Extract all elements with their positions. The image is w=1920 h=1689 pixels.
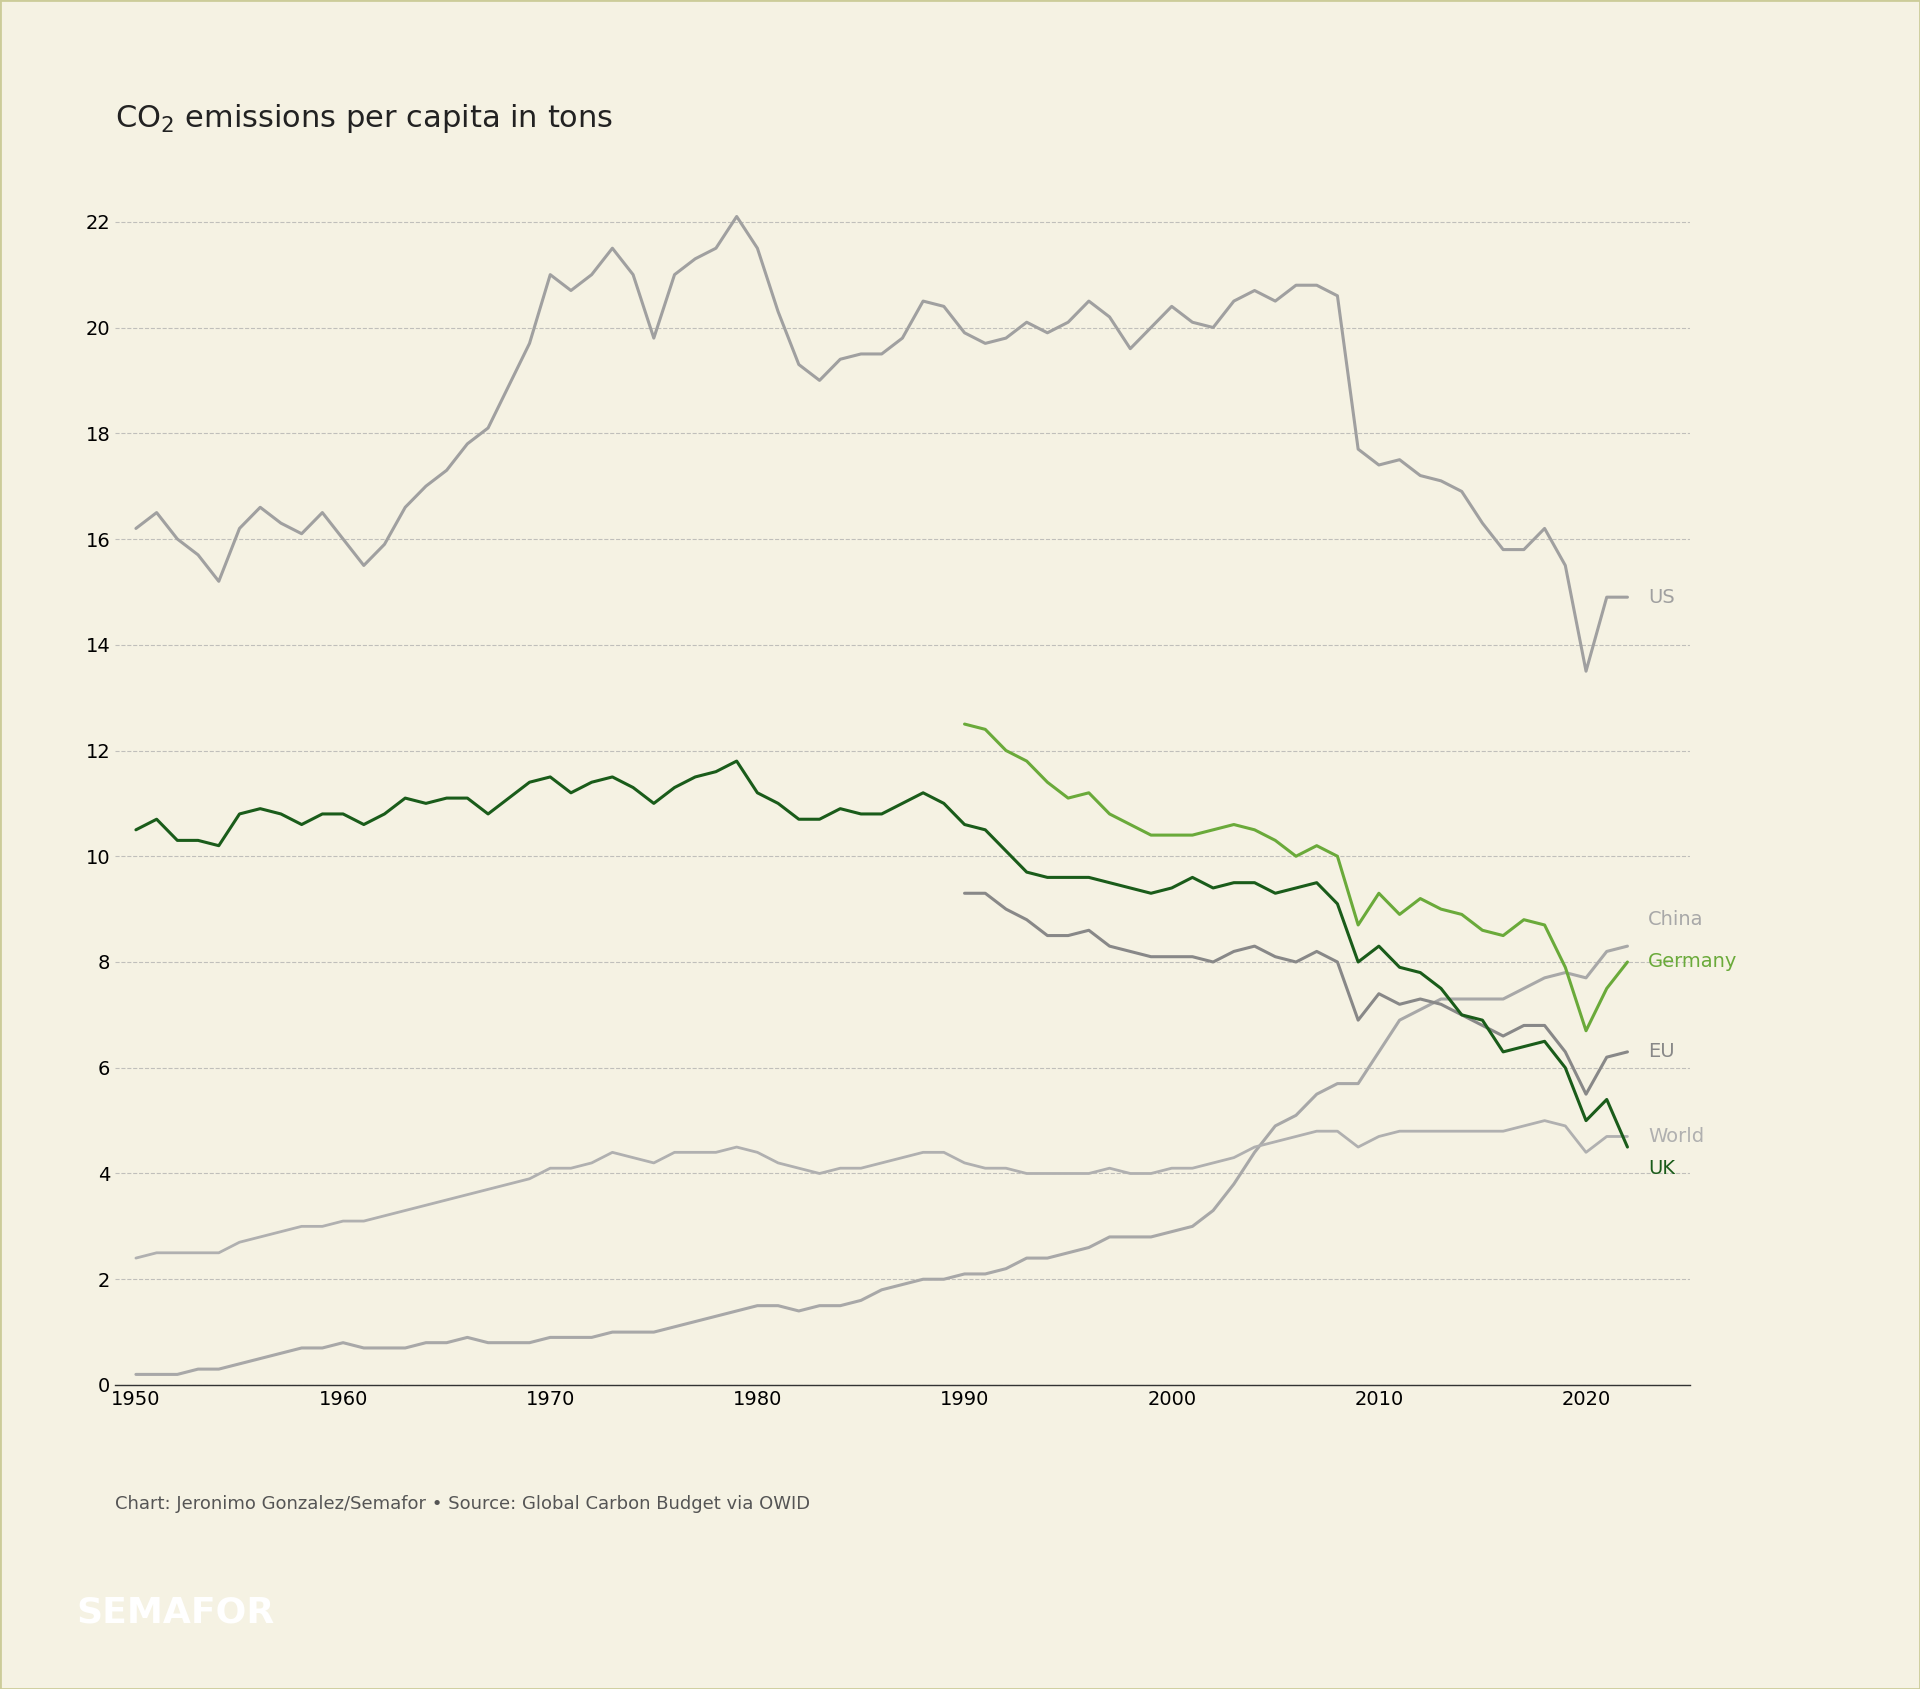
Text: Chart: Jeronimo Gonzalez/Semafor • Source: Global Carbon Budget via OWID: Chart: Jeronimo Gonzalez/Semafor • Sourc… [115,1495,810,1513]
Text: CO$_2$ emissions per capita in tons: CO$_2$ emissions per capita in tons [115,101,614,135]
Text: China: China [1647,910,1703,929]
Text: UK: UK [1647,1159,1674,1177]
Text: EU: EU [1647,1042,1674,1061]
Text: SEMAFOR: SEMAFOR [77,1596,275,1630]
Text: World: World [1647,1127,1705,1145]
Text: Germany: Germany [1647,953,1738,971]
Text: US: US [1647,588,1674,606]
